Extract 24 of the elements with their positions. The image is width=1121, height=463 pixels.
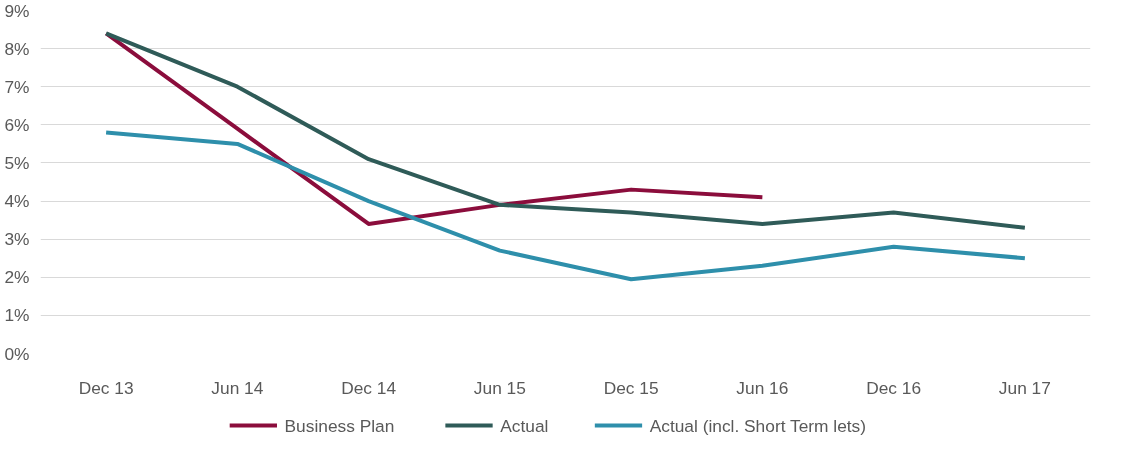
x-tick-label: Jun 14 bbox=[211, 377, 264, 398]
y-tick-label: 7% bbox=[4, 76, 30, 97]
y-tick-label: 4% bbox=[4, 191, 30, 212]
legend-label: Actual bbox=[500, 415, 549, 436]
y-tick-label: 3% bbox=[4, 229, 30, 250]
line-series bbox=[104, 31, 1027, 230]
legend-label: Business Plan bbox=[284, 415, 395, 436]
x-tick-label: Dec 16 bbox=[866, 377, 922, 398]
y-tick-label: 8% bbox=[4, 38, 30, 59]
y-tick-label: 2% bbox=[4, 267, 30, 288]
x-tick-label: Jun 16 bbox=[736, 377, 789, 398]
y-tick-label: 0% bbox=[4, 343, 30, 364]
x-tick-label: Jun 15 bbox=[473, 377, 526, 398]
legend-label: Actual (incl. Short Term lets) bbox=[649, 415, 867, 436]
x-tick-label: Dec 13 bbox=[78, 377, 134, 398]
x-tick-label: Jun 17 bbox=[998, 377, 1051, 398]
x-tick-label: Dec 15 bbox=[603, 377, 659, 398]
line-series bbox=[104, 31, 765, 226]
x-tick-label: Dec 14 bbox=[341, 377, 397, 398]
y-tick-label: 1% bbox=[4, 305, 30, 326]
line-series bbox=[104, 130, 1027, 282]
y-tick-label: 5% bbox=[4, 152, 30, 173]
y-tick-label: 9% bbox=[4, 0, 30, 21]
y-tick-label: 6% bbox=[4, 114, 30, 135]
